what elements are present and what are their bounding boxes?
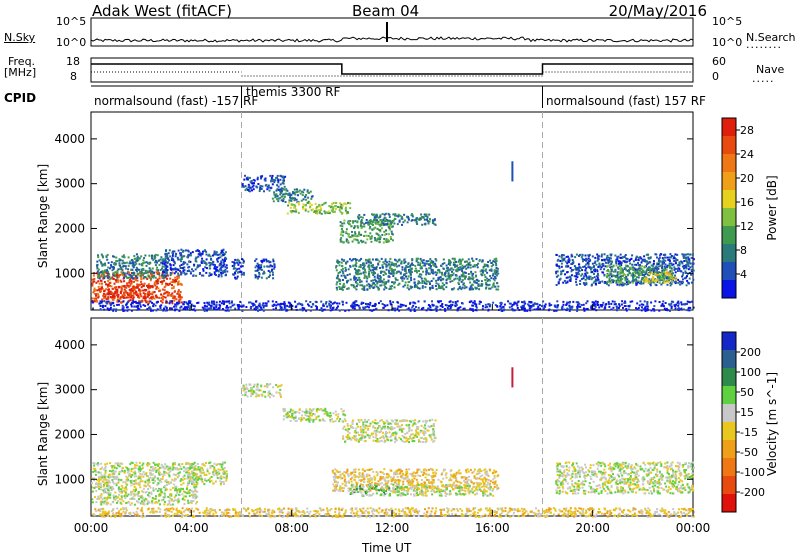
velocity-colorbar-swatch-4 (722, 404, 736, 423)
velocity-colorbar-swatch-5 (722, 422, 736, 441)
power-colorbar-tick-label-0: 4 (740, 268, 747, 281)
velocity-colorbar-tick-label-3: 15 (740, 406, 754, 419)
power-ytick-label-2: 3000 (54, 177, 85, 191)
power-ytick-label-3: 4000 (54, 132, 85, 146)
power-ytick-label-1: 2000 (54, 221, 85, 235)
x-tick-label-6: 00:00 (676, 521, 711, 535)
velocity-colorbar-swatch-3 (722, 386, 736, 405)
velocity-colorbar-swatch-7 (722, 458, 736, 477)
x-tick-label-1: 04:00 (174, 521, 209, 535)
velocity-ytick-label-1: 2000 (54, 427, 85, 441)
velocity-colorbar-tick-label-2: 50 (740, 386, 754, 399)
power-colorbar-swatch-5 (722, 208, 736, 227)
power-colorbar-swatch-1 (722, 136, 736, 155)
power-panel-frame (91, 112, 693, 310)
power-colorbar-swatch-4 (722, 190, 736, 209)
velocity-colorbar-swatch-8 (722, 476, 736, 495)
velocity-ytick-label-3: 4000 (54, 338, 85, 352)
power-colorbar-swatch-2 (722, 154, 736, 173)
velocity-colorbar-tick-label-1: 100 (740, 366, 761, 379)
power-colorbar-swatch-6 (722, 226, 736, 245)
velocity-colorbar-tick-label-4: -15 (740, 426, 758, 439)
power-colorbar-swatch-9 (722, 280, 736, 299)
power-colorbar-tick-label-1: 8 (740, 244, 747, 257)
power-colorbar-swatch-3 (722, 172, 736, 191)
power-colorbar-tick-label-6: 28 (740, 124, 754, 137)
power-ytick-label-0: 1000 (54, 266, 85, 280)
velocity-colorbar-swatch-2 (722, 368, 736, 387)
velocity-colorbar-tick-label-5: -50 (740, 446, 758, 459)
velocity-colorbar-tick-label-6: -100 (740, 466, 765, 479)
velocity-colorbar-tick-label-7: -200 (740, 486, 765, 499)
power-colorbar-swatch-7 (722, 244, 736, 263)
power-colorbar-swatch-0 (722, 118, 736, 137)
velocity-colorbar-swatch-6 (722, 440, 736, 459)
velocity-colorbar-swatch-0 (722, 332, 736, 351)
velocity-colorbar-swatch-1 (722, 350, 736, 369)
x-tick-label-4: 16:00 (475, 521, 510, 535)
power-colorbar-tick-label-2: 12 (740, 220, 754, 233)
nsky-trace (91, 37, 693, 42)
power-colorbar-tick-label-4: 20 (740, 172, 754, 185)
x-tick-label-5: 20:00 (575, 521, 610, 535)
x-tick-label-2: 08:00 (274, 521, 309, 535)
x-tick-label-3: 12:00 (375, 521, 410, 535)
freq-panel-frame (91, 58, 693, 82)
power-colorbar-tick-label-3: 16 (740, 196, 754, 209)
x-tick-label-0: 00:00 (74, 521, 109, 535)
nsky-panel-frame (91, 18, 693, 46)
power-colorbar-tick-label-5: 24 (740, 148, 754, 161)
velocity-ytick-label-0: 1000 (54, 472, 85, 486)
velocity-colorbar-tick-label-0: 200 (740, 346, 761, 359)
velocity-ytick-label-2: 3000 (54, 383, 85, 397)
velocity-colorbar-swatch-9 (722, 494, 736, 513)
power-colorbar-swatch-8 (722, 262, 736, 281)
